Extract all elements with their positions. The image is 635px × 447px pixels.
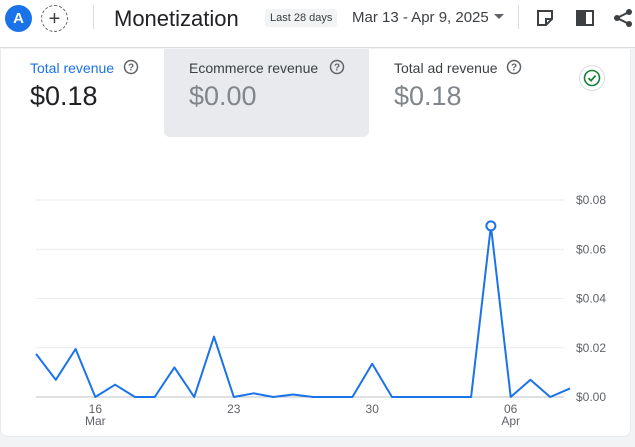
x-tick-day: 30 — [366, 402, 380, 416]
svg-text:?: ? — [128, 63, 134, 74]
help-icon[interactable]: ? — [123, 59, 139, 75]
y-tick-label: $0.04 — [576, 292, 606, 306]
note-icon[interactable] — [534, 7, 556, 29]
chevron-down-icon[interactable] — [494, 14, 504, 19]
svg-text:?: ? — [511, 63, 517, 74]
check-circle-icon[interactable] — [579, 65, 605, 91]
y-tick-label: $0.08 — [576, 193, 606, 207]
x-tick-month: Mar — [85, 414, 106, 428]
help-icon[interactable]: ? — [506, 59, 522, 75]
top-bar: A + Monetization Last 28 days Mar 13 - A… — [0, 0, 635, 48]
metric-total-revenue[interactable]: Total revenue ? $0.18 — [30, 49, 160, 137]
metric-label: Total revenue — [30, 60, 115, 76]
y-axis-ticks: $0.08 $0.06 $0.04 $0.02 $0.00 — [576, 193, 606, 404]
divider — [518, 5, 519, 29]
checkmark-icon — [583, 69, 601, 87]
y-tick-label: $0.06 — [576, 242, 606, 256]
metric-label: Ecommerce revenue — [189, 60, 319, 76]
date-range-selector[interactable]: Mar 13 - Apr 9, 2025 — [352, 9, 489, 26]
divider — [93, 5, 94, 29]
svg-text:?: ? — [334, 63, 340, 74]
compare-columns-icon[interactable] — [574, 7, 596, 29]
highlighted-data-point[interactable] — [485, 220, 497, 232]
metric-label: Total ad revenue — [394, 60, 498, 76]
metric-total-ad-revenue[interactable]: Total ad revenue ? $0.18 — [394, 49, 534, 137]
y-tick-label: $0.02 — [576, 341, 606, 355]
x-tick-day: 06 — [504, 402, 518, 416]
page-title: Monetization — [114, 6, 239, 31]
series-line-total-revenue — [35, 224, 571, 398]
help-icon[interactable]: ? — [329, 59, 345, 75]
share-icon[interactable] — [612, 7, 634, 29]
metric-value: $0.00 — [189, 81, 257, 111]
revenue-card: Total revenue ? $0.18 Ecommerce revenue … — [0, 49, 631, 437]
date-preset-chip[interactable]: Last 28 days — [265, 9, 338, 27]
y-tick-label: $0.00 — [576, 390, 606, 404]
x-tick-day: 23 — [227, 402, 241, 416]
metric-value: $0.18 — [394, 81, 462, 111]
chart-gridlines — [36, 199, 564, 398]
metric-ecommerce-revenue[interactable]: Ecommerce revenue ? $0.00 — [164, 49, 369, 137]
add-comparison-button[interactable]: + — [41, 5, 68, 32]
x-tick-day: 16 — [89, 402, 103, 416]
x-tick-month: Apr — [501, 414, 520, 428]
data-points — [485, 220, 497, 232]
avatar[interactable]: A — [5, 5, 32, 32]
metric-value: $0.18 — [30, 81, 98, 111]
